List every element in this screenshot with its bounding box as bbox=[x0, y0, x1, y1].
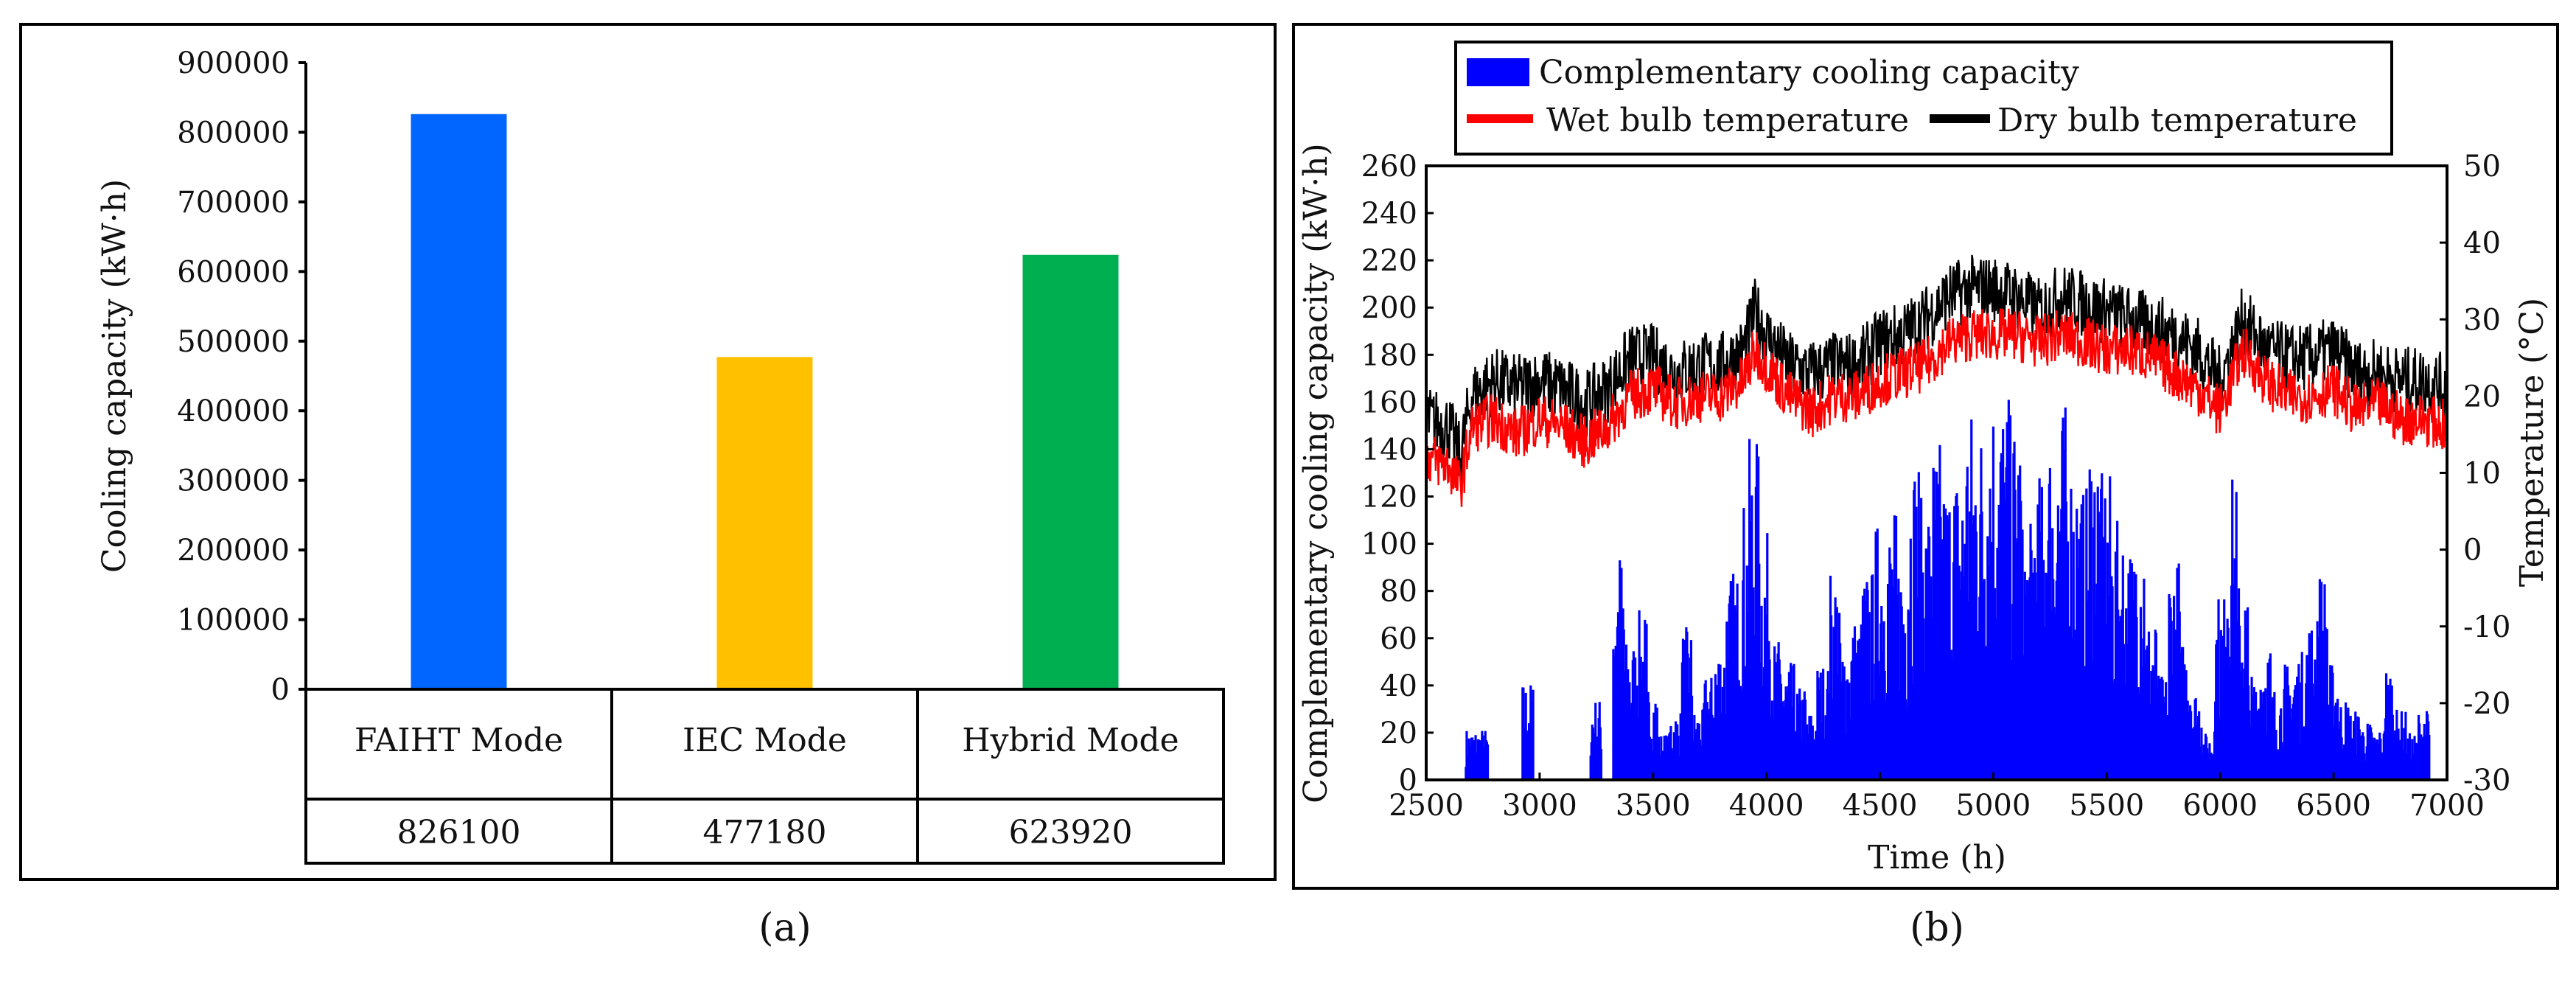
x-tick-label: 5500 bbox=[2069, 789, 2144, 823]
table-value-label: 623920 bbox=[1009, 814, 1133, 851]
x-tick-label: 4500 bbox=[1843, 789, 1918, 823]
table-category-label: Hybrid Mode bbox=[962, 722, 1179, 759]
x-tick-label: 2500 bbox=[1389, 789, 1464, 823]
bar bbox=[716, 357, 813, 689]
y-left-tick-label: 100 bbox=[1361, 528, 1417, 562]
table-category-label: IEC Mode bbox=[683, 722, 847, 759]
wet-bulb-temperature-line bbox=[1426, 308, 2447, 507]
y-left-tick-label: 200 bbox=[1361, 291, 1417, 325]
x-tick-label: 5000 bbox=[1956, 789, 2031, 823]
y-left-tick-label: 160 bbox=[1361, 386, 1417, 419]
y-right-tick-label: 30 bbox=[2463, 303, 2501, 337]
y-tick-label: 600000 bbox=[177, 255, 290, 289]
legend-label-dry-bulb: Dry bulb temperature bbox=[1997, 102, 2357, 139]
table-category-label: FAIHT Mode bbox=[355, 722, 563, 759]
x-tick-label: 3500 bbox=[1616, 789, 1691, 823]
table-value-label: 477180 bbox=[703, 814, 827, 851]
y-left-tick-label: 180 bbox=[1361, 338, 1417, 372]
table-value-label: 826100 bbox=[397, 814, 521, 851]
y-left-tick-label: 40 bbox=[1380, 669, 1417, 703]
panel-b-legend: Complementary cooling capacity Wet bulb … bbox=[1454, 41, 2393, 156]
panel-b-time-series-chart: 2500 3000 3500 4000 4500 5000 5500 6000 6500 7000… bbox=[1292, 23, 2559, 950]
legend-label-wet-bulb: Wet bulb temperature bbox=[1546, 102, 1909, 139]
panel-b-left-axis-label: Complementary cooling capacity (kW·h) bbox=[1297, 143, 1335, 803]
legend-swatch-cooling-capacity bbox=[1467, 58, 1529, 86]
panel-b-right-axis-label: Temperature (°C) bbox=[2513, 298, 2551, 587]
panel-a-data-table: FAIHT Mode 826100 IEC Mode 477180 Hybrid Mod… bbox=[304, 688, 1225, 865]
y-left-tick-label: 20 bbox=[1380, 717, 1417, 750]
y-right-tick-label: 40 bbox=[2463, 226, 2501, 260]
bar bbox=[411, 114, 507, 690]
x-tick-label: 6000 bbox=[2182, 789, 2258, 823]
y-left-tick-label: 0 bbox=[1399, 764, 1417, 798]
y-tick-label: 0 bbox=[271, 673, 290, 707]
y-right-tick-label: -10 bbox=[2463, 610, 2510, 644]
legend-label-cooling-capacity: Complementary cooling capacity bbox=[1539, 54, 2079, 91]
panel-a-bar-chart: 0 100000 200000 300000 400000 500000 600000 700… bbox=[19, 23, 1277, 950]
y-tick-label: 500000 bbox=[177, 325, 290, 359]
dry-bulb-temperature-line bbox=[1426, 254, 2447, 487]
y-right-tick-label: -30 bbox=[2463, 764, 2510, 798]
panel-b-caption: (b) bbox=[1910, 906, 1964, 950]
y-left-tick-label: 60 bbox=[1380, 622, 1417, 656]
x-tick-label: 4000 bbox=[1729, 789, 1804, 823]
y-right-tick-label: 50 bbox=[2463, 150, 2501, 184]
y-left-tick-label: 120 bbox=[1361, 481, 1417, 515]
panel-a-y-axis-label: Cooling capacity (kW·h) bbox=[96, 179, 133, 573]
x-tick-label: 7000 bbox=[2409, 789, 2485, 823]
legend-box bbox=[1454, 41, 2393, 156]
y-right-tick-label: -20 bbox=[2463, 687, 2510, 721]
panel-a-table-border bbox=[304, 688, 1225, 865]
panel-a-caption: (a) bbox=[758, 906, 811, 950]
y-right-tick-label: 0 bbox=[2463, 534, 2482, 568]
y-left-tick-label: 260 bbox=[1361, 150, 1417, 184]
y-tick-label: 300000 bbox=[177, 464, 290, 498]
panel-b-x-axis-label: Time (h) bbox=[1868, 839, 2006, 876]
y-left-tick-label: 220 bbox=[1361, 244, 1417, 278]
bar bbox=[1022, 254, 1119, 690]
y-tick-label: 400000 bbox=[177, 394, 290, 428]
y-left-tick-label: 140 bbox=[1361, 433, 1417, 467]
y-left-tick-label: 240 bbox=[1361, 197, 1417, 231]
y-tick-label: 700000 bbox=[177, 186, 290, 220]
y-tick-label: 900000 bbox=[177, 46, 290, 80]
y-tick-label: 100000 bbox=[177, 604, 290, 638]
y-tick-label: 200000 bbox=[177, 534, 290, 568]
x-tick-label: 6500 bbox=[2296, 789, 2371, 823]
y-tick-label: 800000 bbox=[177, 116, 290, 150]
x-tick-label: 3000 bbox=[1502, 789, 1577, 823]
y-right-tick-label: 10 bbox=[2463, 457, 2501, 491]
y-right-tick-label: 20 bbox=[2463, 380, 2501, 414]
y-left-tick-label: 80 bbox=[1380, 575, 1417, 609]
